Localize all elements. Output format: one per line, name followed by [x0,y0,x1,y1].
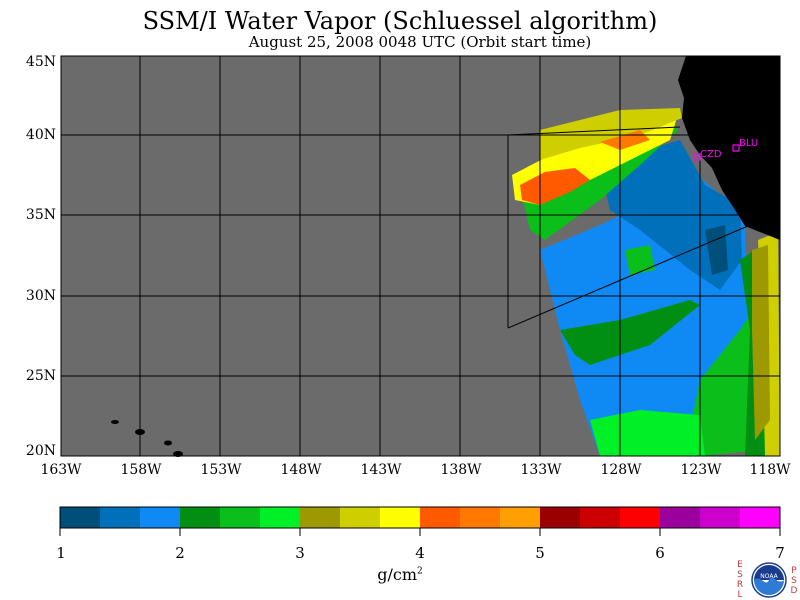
lon-label: 118W [749,462,791,478]
colorbar-swatch [740,507,780,528]
station-czd-marker [693,153,701,161]
noaa-logo: NOAA [751,562,787,598]
colorbar-unit-exponent: 2 [417,566,423,577]
colorbar-swatch [500,507,540,528]
station-czd-label: CZD [700,149,722,160]
station-blu: BLU [732,138,758,152]
colorbar-tick-label: 2 [175,544,185,562]
station-blu-marker [732,144,740,152]
colorbar-swatch [140,507,180,528]
colorbar-swatch [420,507,460,528]
esrl-letter: S [737,570,743,580]
lat-lon-grid [61,56,780,456]
lon-label: 128W [600,462,642,478]
vapor-region-olive-north [540,108,682,160]
colorbar-swatch [300,507,340,528]
swath-boundary [507,126,749,329]
colorbar-swatch [540,507,580,528]
colorbar-tick-label: 4 [415,544,425,562]
lon-label: 148W [280,462,322,478]
esrl-credit: E S R L [735,560,745,600]
psd-letter: S [791,576,797,586]
vapor-region-green-sw [590,410,705,456]
colorbar-tick-label: 3 [295,544,305,562]
lat-label: 30N [25,288,56,304]
colorbar-unit-base: g/cm [377,565,418,584]
colorbar-swatch [260,507,300,528]
lon-label: 133W [520,462,562,478]
map-frame [60,55,781,457]
vapor-region-darkblue-2 [705,225,728,275]
lat-label: 45N [25,54,56,70]
map-subtitle: August 25, 2008 0048 UTC (Orbit start ti… [248,33,592,51]
colorbar-unit: g/cm2 [370,565,430,584]
esrl-letter: E [737,560,743,570]
colorbar-swatch [460,507,500,528]
lat-label: 40N [25,127,56,143]
psd-credit: P S D [789,566,799,596]
lon-label: 158W [120,462,162,478]
colorbar-swatch [60,507,100,528]
lat-label: 35N [25,207,56,223]
colorbar-swatch [180,507,220,528]
map-title: SSM/I Water Vapor (Schluessel algorithm) [142,7,658,35]
lat-label: 25N [25,368,56,384]
colorbar-swatch [220,507,260,528]
vapor-region-green-south [690,300,762,456]
lon-label: 143W [360,462,402,478]
colorbar-swatch [100,507,140,528]
vapor-region-orange-core [520,168,590,205]
colorbar [59,506,781,536]
esrl-letter: L [737,590,743,600]
lat-label: 20N [25,443,56,459]
psd-letter: D [790,586,798,596]
vapor-region-green-patch [625,245,655,275]
colorbar-tick-label: 1 [56,544,66,562]
svg-text:NOAA: NOAA [760,573,778,580]
psd-letter: P [791,566,797,576]
colorbar-tick-label: 5 [535,544,545,562]
colorbar-swatch [340,507,380,528]
esrl-letter: R [736,580,744,590]
colorbar-swatch [580,507,620,528]
station-czd: CZD [693,149,722,161]
lon-label: 138W [440,462,482,478]
lon-label: 123W [680,462,722,478]
colorbar-tick-label: 6 [655,544,665,562]
colorbar-swatch [660,507,700,528]
colorbar-tick-label: 7 [775,544,785,562]
colorbar-swatch [700,507,740,528]
vapor-region-olive-east [752,245,770,440]
colorbar-swatch [620,507,660,528]
lon-label: 153W [200,462,242,478]
land-mass [678,56,780,240]
colorbar-swatch [380,507,420,528]
vapor-region-green-mid [560,300,700,365]
station-blu-label: BLU [739,138,758,149]
lon-label: 163W [40,462,82,478]
